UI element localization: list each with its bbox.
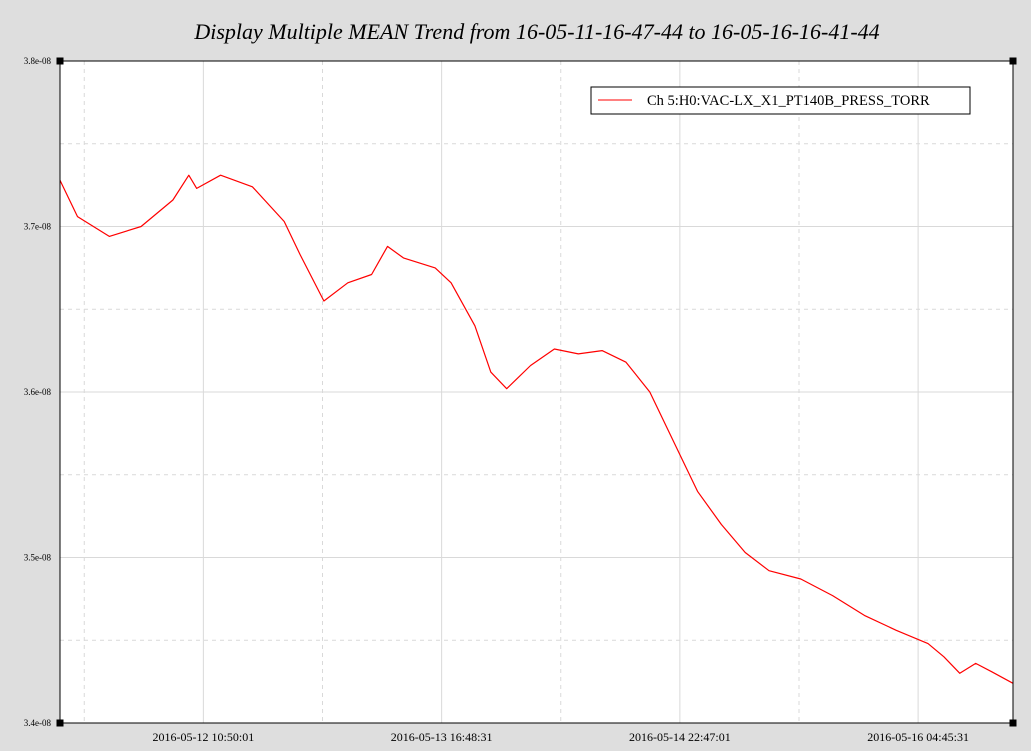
x-tick-label: 2016-05-13 16:48:31 xyxy=(391,730,493,744)
grid xyxy=(60,61,1013,723)
legend-box xyxy=(590,86,971,115)
axis-ticks: 3.4e-08 3.5e-08 3.6e-08 3.7e-08 3.8e-08 2016-… xyxy=(24,56,969,744)
y-tick-label: 3.5e-08 xyxy=(24,553,52,563)
y-tick-label: 3.7e-08 xyxy=(24,222,52,232)
corner-handle xyxy=(1009,719,1017,727)
x-tick-label: 2016-05-14 22:47:01 xyxy=(629,730,731,744)
legend: Ch 5:H0:VAC-LX_X1_PT140B_PRESS_TORR xyxy=(590,86,971,115)
x-tick-label: 2016-05-12 10:50:01 xyxy=(153,730,255,744)
plot-frame xyxy=(59,60,1014,724)
y-tick-label: 3.8e-08 xyxy=(24,56,52,66)
legend-label: Ch 5:H0:VAC-LX_X1_PT140B_PRESS_TORR xyxy=(647,93,930,109)
corner-handle xyxy=(56,719,64,727)
x-tick-label: 2016-05-16 04:45:31 xyxy=(867,730,969,744)
y-tick-label: 3.4e-08 xyxy=(24,718,52,728)
y-tick-label: 3.6e-08 xyxy=(24,387,52,397)
series-line xyxy=(59,174,1014,684)
corner-handle xyxy=(56,57,64,65)
chart-title: Display Multiple MEAN Trend from 16-05-1… xyxy=(193,19,879,44)
corner-handles xyxy=(56,57,1017,727)
corner-handle xyxy=(1009,57,1017,65)
series-group xyxy=(59,174,1014,684)
